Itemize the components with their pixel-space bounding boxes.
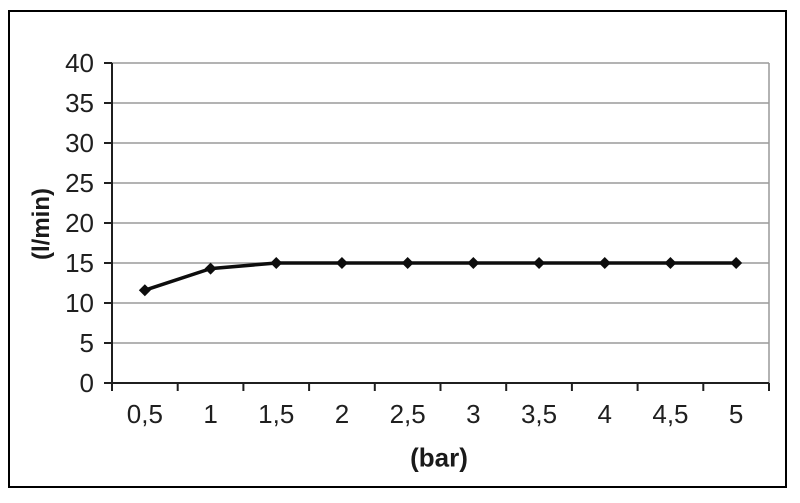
x-axis-title: (bar)	[410, 442, 468, 473]
y-tick-label: 10	[65, 288, 94, 318]
data-point-marker	[401, 257, 414, 269]
x-tick-label: 5	[729, 399, 743, 429]
data-point-marker	[204, 262, 217, 275]
data-point-marker	[270, 257, 283, 269]
y-tick-label: 25	[65, 168, 94, 198]
y-tick-label: 15	[65, 248, 94, 278]
data-point-marker	[335, 257, 348, 269]
x-tick-label: 0,5	[127, 399, 163, 429]
y-tick-label: 0	[80, 368, 94, 398]
chart-frame	[8, 10, 787, 488]
x-tick-label: 4,5	[652, 399, 688, 429]
data-point-marker	[598, 257, 611, 269]
x-tick-label: 4	[598, 399, 612, 429]
x-tick-label: 3	[466, 399, 480, 429]
flow-rate-line	[143, 261, 738, 292]
y-tick-label: 35	[65, 88, 94, 118]
x-tick-label: 2,5	[390, 399, 426, 429]
data-point-marker	[664, 257, 677, 269]
x-tick-label: 1	[203, 399, 217, 429]
data-point-marker	[533, 257, 546, 269]
y-axis-title: (l/min)	[28, 188, 55, 260]
y-tick-label: 40	[65, 48, 94, 78]
data-point-marker	[138, 284, 151, 297]
x-tick-label: 1,5	[258, 399, 294, 429]
data-point-marker	[730, 257, 743, 269]
x-tick-label: 3,5	[521, 399, 557, 429]
data-point-marker	[467, 257, 480, 269]
y-tick-label: 5	[80, 328, 94, 358]
x-tick-label: 2	[335, 399, 349, 429]
y-tick-label: 20	[65, 208, 94, 238]
y-tick-label: 30	[65, 128, 94, 158]
